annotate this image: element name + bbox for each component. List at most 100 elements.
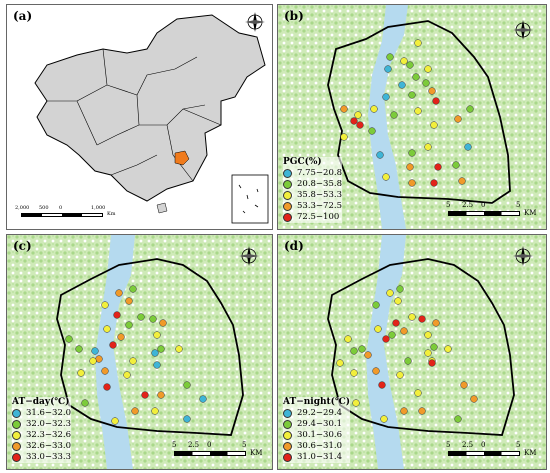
sample-point [344, 335, 352, 343]
river [366, 235, 406, 469]
panel-c-at-day-map: (c) AT−day(℃) 31.6−32.0 32.0−32.3 32.3−3… [6, 234, 273, 470]
sample-point [199, 395, 207, 403]
legend-title: AT−day(℃) [12, 397, 70, 407]
sample-point [414, 389, 422, 397]
sample-point [340, 133, 348, 141]
panel-a-china-map: (a) 2,000 500 0 1,000 Km [6, 4, 273, 230]
china-map-svg [34, 14, 269, 224]
sample-point [400, 327, 408, 335]
china-outline [34, 14, 266, 202]
sample-point [113, 311, 121, 319]
sample-point [428, 359, 436, 367]
sample-point [466, 105, 474, 113]
sample-point [350, 117, 358, 125]
sample-point [352, 399, 360, 407]
south-china-sea-inset [231, 174, 269, 224]
sample-point [406, 163, 414, 171]
sample-point [424, 143, 432, 151]
sample-point [65, 335, 73, 343]
panel-d-label: (d) [284, 239, 304, 253]
sample-point [404, 357, 412, 365]
sample-point [406, 61, 414, 69]
panel-d-map-svg [278, 235, 546, 469]
sample-point [380, 415, 388, 423]
legend-item-5: 33.0−33.3 [12, 452, 71, 463]
panel-c-legend: AT−day(℃) 31.6−32.0 32.0−32.3 32.3−32.6 … [12, 397, 71, 463]
sample-point [464, 143, 472, 151]
sample-point [424, 349, 432, 357]
sample-point [432, 97, 440, 105]
sample-point [412, 73, 420, 81]
sample-point [157, 391, 165, 399]
compass-icon [238, 245, 260, 267]
sample-point [458, 177, 466, 185]
sample-point [452, 161, 460, 169]
panel-d-legend: AT−night(℃) 29.2−29.4 29.4−30.1 30.1−30.… [283, 397, 350, 463]
sample-point [91, 347, 99, 355]
sample-point [396, 285, 404, 293]
city-boundary [56, 258, 244, 436]
legend-item-3: 30.1−30.6 [283, 430, 350, 441]
sample-point [454, 415, 462, 423]
sample-point [356, 121, 364, 129]
sample-point [418, 407, 426, 415]
sample-point [414, 39, 422, 47]
scale-bar: 5 2.5 0 5 KM [446, 441, 537, 457]
sample-point [131, 407, 139, 415]
sample-point [354, 111, 362, 119]
legend-item-2: 29.4−30.1 [283, 419, 350, 430]
panel-a-label: (a) [13, 9, 33, 23]
sample-point [103, 383, 111, 391]
legend-item-1: 29.2−29.4 [283, 408, 350, 419]
legend-item-3: 35.8−53.3 [283, 190, 342, 201]
sample-point [81, 399, 89, 407]
sample-point [111, 417, 119, 425]
compass-icon [512, 245, 534, 267]
scale-a-unit: Km [107, 211, 116, 217]
sample-point [382, 93, 390, 101]
compass-icon [244, 11, 266, 33]
inset-islands [238, 184, 259, 214]
sample-point [432, 319, 440, 327]
legend-title: AT−night(℃) [283, 397, 350, 407]
sample-point [149, 315, 157, 323]
panel-b-label: (b) [284, 9, 304, 23]
sample-point [77, 369, 85, 377]
sample-point [428, 87, 436, 95]
sample-point [470, 395, 478, 403]
sample-point [151, 349, 159, 357]
sample-point [444, 345, 452, 353]
sample-point [115, 289, 123, 297]
sample-point [159, 319, 167, 327]
sample-point [151, 407, 159, 415]
sample-point [394, 297, 402, 305]
legend-item-4: 32.6−33.0 [12, 441, 71, 452]
scale-bar: 5 2.5 0 5 KM [446, 201, 537, 217]
legend-item-5: 72.5−100 [283, 212, 342, 223]
sample-point [388, 331, 396, 339]
sample-point [418, 315, 426, 323]
sample-point [430, 343, 438, 351]
sample-point [75, 345, 83, 353]
river [95, 235, 135, 469]
sample-point [183, 381, 191, 389]
scale-bar: 5 2.5 0 5 KM [172, 441, 263, 457]
legend-item-5: 31.0−31.4 [283, 452, 350, 463]
hunan-highlight [174, 150, 190, 166]
sample-point [350, 369, 358, 377]
sample-point [101, 301, 109, 309]
panel-b-pgc-map: (b) PGC(%) 7.75−20.8 20.8−35.8 35.8−53.3… [277, 4, 547, 230]
sample-point [153, 361, 161, 369]
province-lines [47, 48, 222, 182]
compass-icon [512, 19, 534, 41]
sample-point [109, 341, 117, 349]
river [368, 5, 408, 229]
hainan-island [156, 202, 168, 214]
city-boundary [327, 258, 515, 436]
sample-point [350, 347, 358, 355]
legend-item-4: 53.3−72.5 [283, 201, 342, 212]
panel-a-scale-bar: 2,000 500 0 1,000 Km [15, 205, 121, 221]
legend-item-4: 30.6−31.0 [283, 441, 350, 452]
scale-a-tick-1: 2,000 [15, 205, 30, 211]
sample-point [378, 381, 386, 389]
